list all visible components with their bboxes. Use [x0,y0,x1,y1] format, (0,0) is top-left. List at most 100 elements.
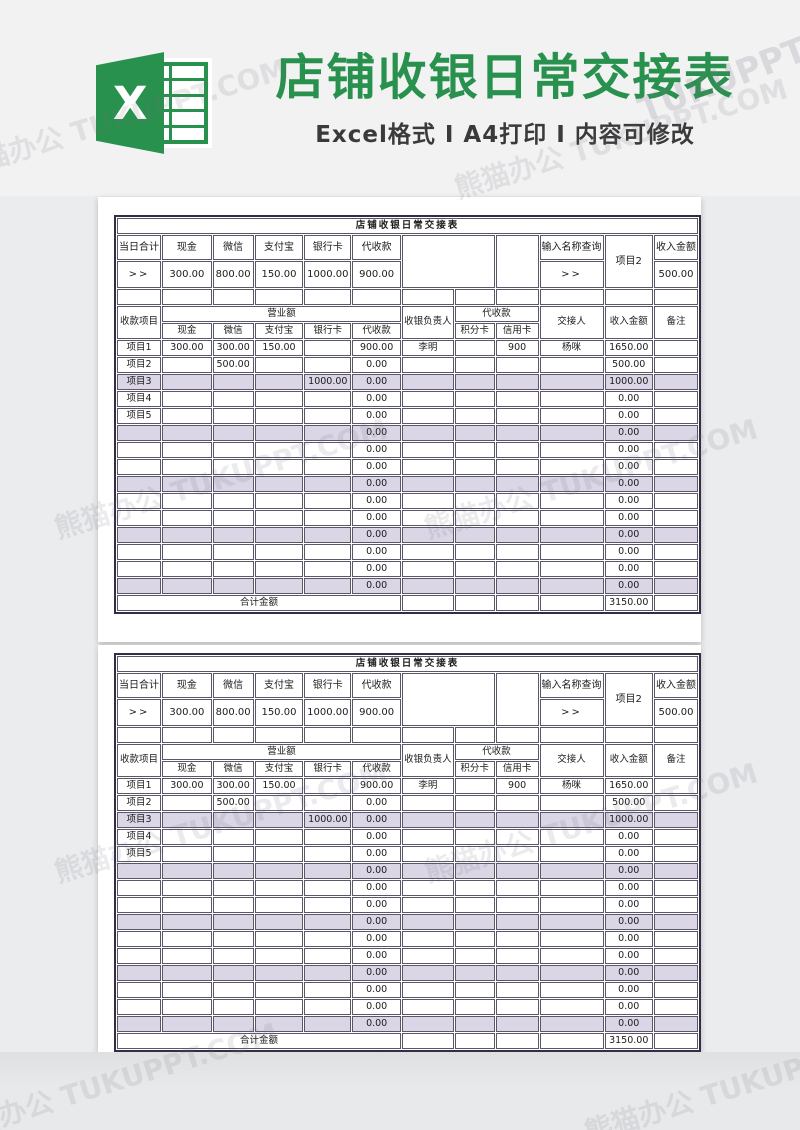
data-cell [254,425,304,441]
separator-cell [352,289,402,305]
revenue-sub-col: 支付宝 [254,761,304,777]
data-cell [539,880,604,896]
data-cell [495,459,539,475]
data-cell [539,897,604,913]
empty-cell [495,673,539,726]
data-cell [539,476,604,492]
data-cell [454,459,495,475]
handover-table-1: 店铺收银日常交接表 当日合计 现金 微信 支付宝 银行卡 代收款 输入名称查询 项目2 收入金额 >… [114,215,701,614]
separator-cell [304,727,352,743]
data-cell [653,527,698,543]
summary-row-label: 当日合计 [117,673,161,698]
separator-cell [304,289,352,305]
data-cell [454,476,495,492]
detail-col-note: 备注 [653,306,698,339]
data-cell [539,812,604,828]
data-cell [495,999,539,1015]
data-cell: 杨咪 [539,340,604,356]
data-cell [402,965,454,981]
data-cell: 0.00 [604,982,653,998]
data-cell [304,391,352,407]
data-cell [304,999,352,1015]
summary-income-label: 收入金额 [653,235,698,260]
data-cell: 0.00 [604,965,653,981]
data-cell: 900.00 [352,340,402,356]
data-cell: 0.00 [352,442,402,458]
data-cell [254,897,304,913]
data-cell [212,493,254,509]
data-cell [402,812,454,828]
data-cell [454,374,495,390]
data-cell [653,459,698,475]
data-cell: 0.00 [352,578,402,594]
data-cell: 0.00 [604,459,653,475]
data-cell [254,476,304,492]
data-cell [304,510,352,526]
data-cell [162,357,212,373]
separator-cell [212,289,254,305]
row-item-label [117,965,161,981]
data-cell [495,476,539,492]
row-item-label [117,561,161,577]
row-item-label [117,948,161,964]
data-cell [495,442,539,458]
separator-cell [402,727,454,743]
detail-col-cashier: 收银负责人 [402,306,454,339]
data-cell [162,812,212,828]
data-cell [254,408,304,424]
row-item-label: 项目3 [117,374,161,390]
data-cell: 900.00 [352,778,402,794]
data-cell [304,897,352,913]
data-cell [304,459,352,475]
data-cell [539,425,604,441]
data-cell [653,425,698,441]
data-cell: 0.00 [352,544,402,560]
data-cell [402,442,454,458]
data-cell [304,578,352,594]
summary-value: 900.00 [352,261,402,288]
row-item-label [117,1016,161,1032]
data-cell: 0.00 [604,561,653,577]
data-cell [495,391,539,407]
data-cell: 0.00 [352,374,402,390]
row-item-label [117,544,161,560]
data-cell [304,561,352,577]
data-cell [162,1016,212,1032]
summary-value: 800.00 [212,699,254,726]
data-cell [653,476,698,492]
data-cell [454,357,495,373]
data-cell [254,391,304,407]
detail-group-collection: 代收款 [454,306,539,322]
data-cell: 0.00 [604,527,653,543]
data-cell [254,561,304,577]
data-cell: 0.00 [604,863,653,879]
data-cell [402,897,454,913]
summary-value: 1000.00 [304,699,352,726]
data-cell: 500.00 [604,795,653,811]
handover-sheet: 店铺收银日常交接表 当日合计 现金 微信 支付宝 银行卡 代收款 输入名称查询 项目2 收入金额 >… [114,215,701,614]
data-cell [162,561,212,577]
data-cell [495,812,539,828]
data-cell [653,391,698,407]
row-item-label [117,578,161,594]
data-cell: 500.00 [212,795,254,811]
data-cell [254,829,304,845]
data-cell [402,357,454,373]
revenue-sub-col: 微信 [212,761,254,777]
data-cell: 0.00 [352,527,402,543]
data-cell [402,846,454,862]
data-cell [162,408,212,424]
data-cell [653,931,698,947]
summary-col-header: 微信 [212,673,254,698]
revenue-sub-col: 微信 [212,323,254,339]
data-cell [454,795,495,811]
data-cell [304,442,352,458]
data-cell: 0.00 [604,880,653,896]
separator-cell [495,289,539,305]
data-cell: 0.00 [604,391,653,407]
data-cell [495,795,539,811]
separator-cell [454,727,495,743]
row-item-label [117,863,161,879]
sheet-banner-title: 店铺收银日常交接表 [117,656,698,672]
data-cell [539,1016,604,1032]
